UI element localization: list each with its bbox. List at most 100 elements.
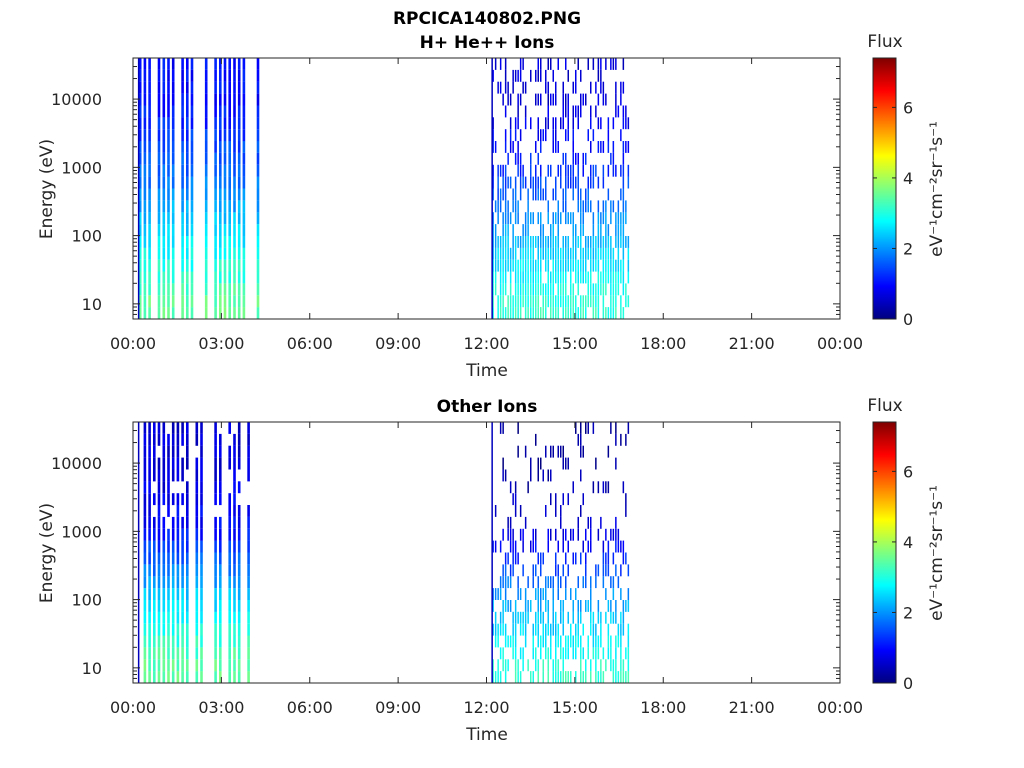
- spectrogram-cell: [504, 212, 507, 225]
- spectrogram-cell: [162, 212, 166, 225]
- spectrogram-cell: [552, 188, 554, 201]
- panel-1-title: H+ He++ Ions: [420, 33, 555, 53]
- spectrogram-cell: [507, 200, 509, 213]
- spectrogram-cell: [575, 81, 577, 94]
- spectrogram-cell: [186, 623, 189, 636]
- panel-2-spectrogram: [137, 422, 630, 683]
- spectrogram-cell: [532, 528, 534, 541]
- spectrogram-cell: [542, 659, 544, 672]
- spectrogram-cell: [195, 659, 199, 672]
- spectrogram-cell: [181, 93, 184, 106]
- spectrogram-cell: [514, 188, 517, 201]
- spectrogram-cell: [228, 247, 231, 260]
- spectrogram-cell: [504, 271, 507, 284]
- spectrogram-cell: [552, 588, 554, 600]
- spectrogram-cell: [537, 635, 539, 648]
- spectrogram-cell: [524, 635, 527, 648]
- spectrogram-cell: [602, 647, 605, 660]
- spectrogram-cell: [228, 659, 231, 672]
- spectrogram-cell: [219, 176, 222, 189]
- spectrogram-cell: [605, 481, 607, 494]
- spectrogram-cell: [247, 433, 250, 446]
- spectrogram-cell: [214, 176, 217, 189]
- spectrogram-cell: [162, 271, 166, 284]
- spectrogram-cell: [223, 152, 227, 165]
- spectrogram-cell: [219, 141, 222, 153]
- spectrogram-cell: [223, 176, 227, 189]
- spectrogram-cell: [519, 647, 522, 660]
- spectrogram-cell: [233, 188, 236, 201]
- spectrogram-cell: [228, 212, 231, 225]
- spectrogram-cell: [622, 212, 625, 225]
- spectrogram-cell: [597, 600, 600, 612]
- spectrogram-cell: [219, 659, 222, 672]
- spectrogram-cell: [228, 58, 231, 70]
- spectrogram-cell: [610, 200, 612, 213]
- spectrogram-cell: [567, 457, 569, 470]
- spectrogram-cell: [148, 659, 151, 672]
- spectrogram-cell: [535, 141, 537, 153]
- spectrogram-cell: [507, 152, 509, 165]
- spectrogram-cell: [176, 528, 180, 541]
- spectrogram-cell: [519, 69, 522, 82]
- spectrogram-cell: [524, 283, 527, 296]
- spectrogram-cell: [545, 445, 547, 458]
- spectrogram-cell: [592, 129, 595, 142]
- spectrogram-cell: [233, 93, 236, 106]
- spectrogram-cell: [228, 611, 231, 624]
- spectrogram-cell: [627, 176, 630, 189]
- y-tick-label: 1000: [61, 158, 102, 177]
- spectrogram-cell: [527, 576, 529, 589]
- spectrogram-cell: [590, 528, 592, 541]
- spectrogram-cell: [565, 307, 567, 319]
- spectrogram-cell: [200, 422, 203, 434]
- spectrogram-cell: [256, 307, 260, 319]
- spectrogram-cell: [535, 188, 537, 201]
- spectrogram-cell: [580, 647, 582, 660]
- spectrogram-cell: [494, 540, 497, 553]
- spectrogram-cell: [504, 588, 507, 600]
- spectrogram-cell: [572, 283, 574, 296]
- spectrogram-cell: [612, 164, 615, 177]
- spectrogram-cell: [570, 588, 572, 600]
- spectrogram-cell: [557, 271, 559, 284]
- spectrogram-cell: [577, 516, 579, 529]
- spectrogram-cell: [620, 588, 622, 600]
- spectrogram-cell: [157, 540, 161, 553]
- spectrogram-cell: [247, 516, 250, 529]
- spectrogram-cell: [550, 236, 552, 248]
- spectrogram-cell: [577, 188, 579, 201]
- spectrogram-cell: [242, 188, 246, 201]
- spectrogram-cell: [540, 93, 542, 106]
- spectrogram-cell: [532, 188, 534, 201]
- spectrogram-cell: [612, 611, 615, 624]
- spectrogram-cell: [530, 69, 532, 82]
- spectrogram-cell: [148, 445, 151, 458]
- spectrogram-cell: [512, 611, 514, 624]
- spectrogram-cell: [580, 200, 582, 213]
- spectrogram-cell: [565, 105, 567, 118]
- spectrogram-cell: [195, 505, 199, 517]
- spectrogram-cell: [572, 105, 574, 118]
- spectrogram-cell: [540, 611, 542, 624]
- spectrogram-cell: [181, 307, 184, 319]
- spectrogram-cell: [181, 164, 184, 177]
- spectrogram-cell: [600, 516, 602, 529]
- spectrogram-cell: [219, 647, 222, 660]
- spectrogram-cell: [219, 457, 222, 470]
- spectrogram-cell: [247, 469, 250, 482]
- spectrogram-cell: [171, 105, 175, 118]
- spectrogram-cell: [195, 493, 199, 506]
- spectrogram-cell: [575, 295, 577, 308]
- spectrogram-cell: [214, 58, 217, 70]
- spectrogram-cell: [610, 152, 612, 165]
- spectrogram-cell: [547, 295, 549, 308]
- spectrogram-cell: [557, 445, 559, 458]
- spectrogram-cell: [565, 576, 567, 589]
- spectrogram-cell: [512, 200, 514, 213]
- spectrogram-cell: [590, 117, 592, 130]
- spectrogram-cell: [585, 200, 587, 213]
- spectrogram-cell: [181, 671, 184, 683]
- spectrogram-cell: [148, 129, 151, 142]
- spectrogram-cell: [532, 635, 534, 648]
